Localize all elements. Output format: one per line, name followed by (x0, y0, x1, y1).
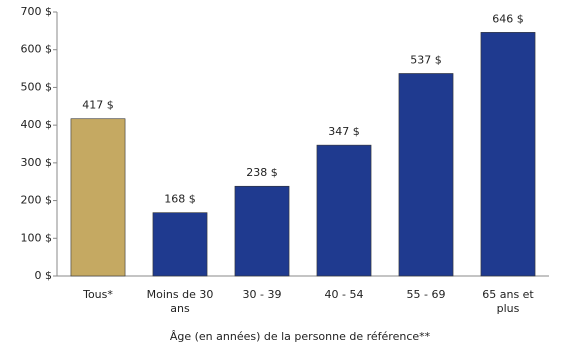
x-tick-label: 30 - 39 (242, 288, 282, 301)
value-label: 238 $ (246, 166, 278, 179)
x-tick-label: 40 - 54 (324, 288, 364, 301)
x-tick-label: Moins de 30 ans (146, 288, 214, 315)
y-tick-label: 200 $ (21, 194, 53, 207)
value-label: 537 $ (410, 53, 442, 66)
bar (152, 212, 208, 277)
value-label: 417 $ (82, 99, 114, 112)
y-tick-label: 400 $ (21, 118, 53, 131)
y-tick-label: 700 $ (21, 5, 53, 18)
bar (316, 144, 372, 277)
bar (398, 73, 454, 277)
value-label: 646 $ (492, 12, 524, 25)
x-tick-label: Tous* (83, 288, 113, 301)
y-tick-label: 300 $ (21, 156, 53, 169)
y-tick-label: 100 $ (21, 231, 53, 244)
y-tick-label: 0 $ (35, 269, 53, 282)
x-tick-label: 65 ans et plus (482, 288, 534, 315)
x-axis-title: Âge (en années) de la personne de référe… (170, 330, 431, 343)
value-label: 347 $ (328, 125, 360, 138)
y-tick-label: 500 $ (21, 80, 53, 93)
y-tick-label: 600 $ (21, 43, 53, 56)
bar (234, 185, 290, 277)
x-tick-label: 55 - 69 (406, 288, 446, 301)
bar (70, 118, 126, 277)
bar (480, 32, 536, 277)
value-label: 168 $ (164, 193, 196, 206)
